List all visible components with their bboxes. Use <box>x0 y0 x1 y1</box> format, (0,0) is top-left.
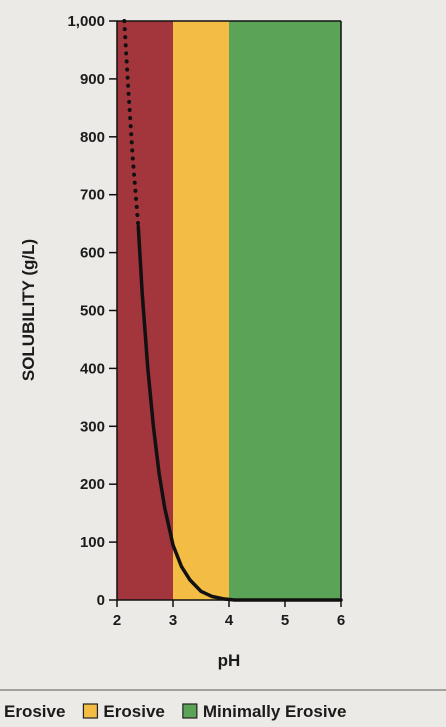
legend: Extremely Erosive Erosive Minimally Erosiv… <box>0 689 446 727</box>
legend-swatch-2 <box>182 703 198 719</box>
x-tick-label: 3 <box>169 612 177 629</box>
x-tick-label: 4 <box>225 612 234 629</box>
legend-label-2: Minimally Erosive <box>203 702 347 721</box>
legend-label-0: Extremely Erosive <box>0 702 65 721</box>
x-tick-label: 6 <box>337 612 345 629</box>
y-tick-label: 200 <box>80 476 105 493</box>
y-tick-label: 800 <box>80 129 105 146</box>
series-line-1 <box>122 19 141 229</box>
y-ticks: 0 100 200 300 400 500 600 700 800 900 1,000 <box>67 13 117 609</box>
y-tick-label: 500 <box>80 303 105 320</box>
y-tick-label: 400 <box>80 360 105 377</box>
erosion-zones <box>117 21 341 600</box>
y-tick-label: 100 <box>80 534 105 551</box>
x-axis-title: pH <box>218 651 241 670</box>
y-tick-label: 900 <box>80 71 105 88</box>
zone-2 <box>229 21 341 600</box>
x-tick-label: 5 <box>281 612 289 629</box>
legend-label-1: Erosive <box>103 702 164 721</box>
zone-1 <box>173 21 229 600</box>
legend-box <box>0 689 446 727</box>
y-axis-title: SOLUBILITY (g/L) <box>19 239 38 381</box>
y-tick-label: 1,000 <box>67 13 105 30</box>
legend-swatch-1 <box>82 703 99 719</box>
y-tick-label: 300 <box>80 418 105 435</box>
y-tick-label: 600 <box>80 245 105 262</box>
x-ticks: 2 3 4 5 6 <box>113 600 345 629</box>
x-tick-label: 2 <box>113 612 121 629</box>
y-tick-label: 0 <box>97 592 105 609</box>
y-tick-label: 700 <box>80 187 105 204</box>
